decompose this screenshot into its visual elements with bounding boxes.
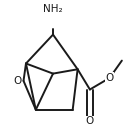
Text: O: O	[13, 76, 22, 86]
Text: NH₂: NH₂	[43, 4, 63, 14]
Text: O: O	[105, 73, 114, 83]
Text: O: O	[86, 116, 94, 126]
